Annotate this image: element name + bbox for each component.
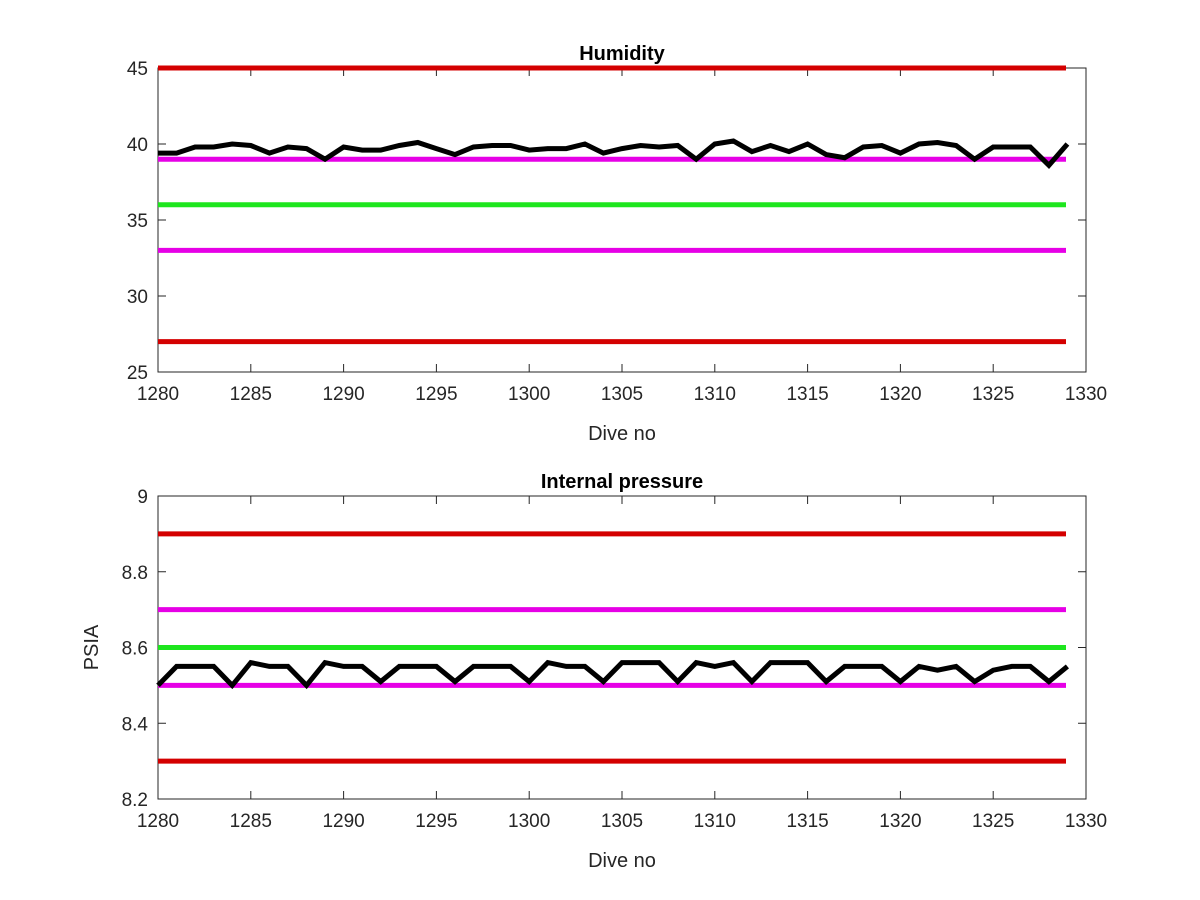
- y-tick-label: 35: [127, 211, 148, 232]
- x-tick-label: 1300: [508, 811, 550, 832]
- x-tick-label: 1325: [972, 811, 1014, 832]
- x-tick-label: 1315: [786, 384, 828, 405]
- y-tick-label: 40: [127, 135, 148, 156]
- x-tick-label: 1295: [415, 384, 457, 405]
- plot-area: [157, 67, 1087, 373]
- x-tick-label: 1295: [415, 811, 457, 832]
- x-tick-label: 1285: [230, 811, 272, 832]
- x-tick-label: 1285: [230, 384, 272, 405]
- chart-title: Humidity: [579, 43, 665, 65]
- y-tick-label: 9: [137, 487, 148, 508]
- x-axis-label: Dive no: [588, 423, 656, 445]
- y-tick-label: 45: [127, 59, 148, 80]
- internal-pressure-chart: 1280 1285 1290 1295 1300 1305 1310 1315 1320 1325…: [81, 471, 1107, 872]
- y-tick-label: 8.6: [122, 639, 148, 660]
- x-tick-label: 1290: [322, 384, 364, 405]
- x-tick-label: 1305: [601, 811, 643, 832]
- data-series-line: [156, 659, 1069, 690]
- x-tick-label: 1330: [1065, 384, 1107, 405]
- x-tick-label: 1280: [137, 384, 179, 405]
- x-tick-label: 1310: [694, 384, 736, 405]
- x-tick-label: 1320: [879, 811, 921, 832]
- y-tick-label: 8.4: [122, 714, 149, 735]
- data-series-line: [158, 138, 1070, 169]
- y-tick-label: 8.8: [122, 563, 148, 584]
- chart-title: Internal pressure: [541, 471, 703, 493]
- x-tick-label: 1325: [972, 384, 1014, 405]
- x-tick-label: 1315: [786, 811, 828, 832]
- x-tick-label: 1320: [879, 384, 921, 405]
- x-tick-label: 1290: [322, 811, 364, 832]
- x-tick-label: 1330: [1065, 811, 1107, 832]
- x-tick-label: 1280: [137, 811, 179, 832]
- x-tick-label: 1310: [694, 811, 736, 832]
- y-tick-label: 8.2: [122, 790, 148, 811]
- y-tick-label: 25: [127, 363, 148, 384]
- humidity-chart: 1280 1285 1290 1295 1300 1305 1310 1315 1320 1325…: [127, 43, 1107, 445]
- x-axis-label: Dive no: [588, 850, 656, 872]
- x-tick-label: 1300: [508, 384, 550, 405]
- x-tick-label: 1305: [601, 384, 643, 405]
- y-axis-label: PSIA: [81, 624, 103, 670]
- y-tick-label: 30: [127, 287, 148, 308]
